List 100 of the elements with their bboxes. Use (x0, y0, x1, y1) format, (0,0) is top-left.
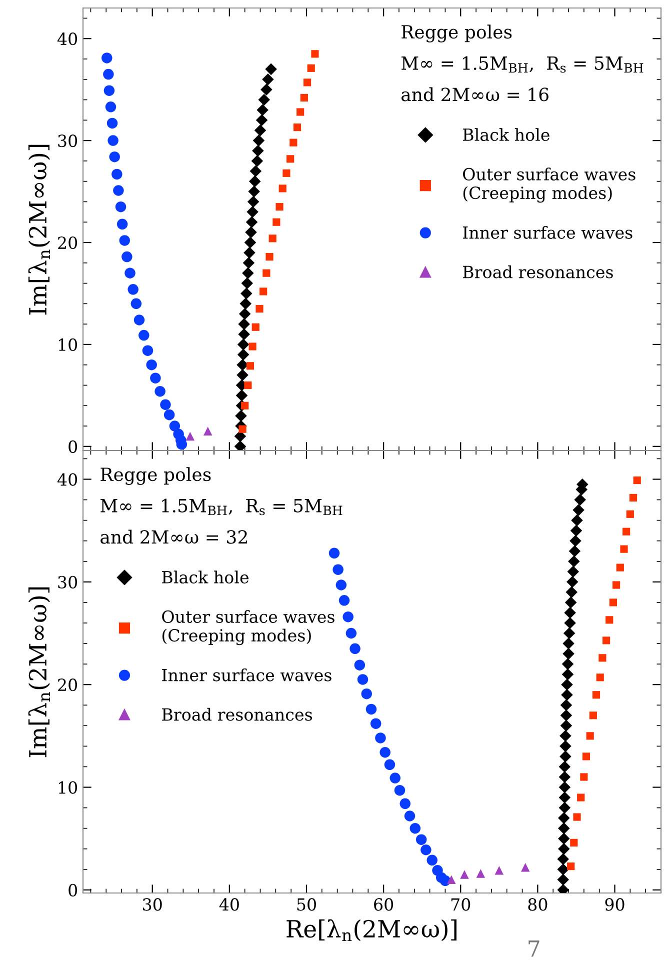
point (244, 381, 252, 390)
point (606, 616, 614, 624)
point (124, 268, 136, 278)
point (384, 759, 396, 770)
point (116, 218, 128, 230)
point (446, 875, 456, 884)
point (572, 504, 584, 516)
point (400, 798, 411, 810)
y-tick-label: 10 (58, 781, 78, 794)
point (577, 794, 585, 802)
point (164, 409, 175, 420)
point (564, 596, 577, 608)
point (626, 510, 634, 518)
point (375, 732, 386, 744)
point (248, 175, 261, 188)
point (246, 216, 258, 228)
point (242, 267, 254, 279)
point (108, 135, 118, 146)
point (592, 691, 600, 699)
point (130, 298, 142, 310)
point (235, 410, 247, 422)
point (250, 165, 262, 178)
y-tick-label: 20 (58, 236, 78, 250)
point (602, 636, 610, 644)
point (361, 688, 372, 700)
point (420, 844, 432, 856)
point (633, 476, 641, 484)
point (582, 752, 590, 760)
point (236, 369, 248, 381)
y-tick-label: 20 (58, 678, 78, 692)
point (460, 870, 469, 879)
point (246, 206, 258, 218)
point (260, 288, 268, 296)
point (596, 674, 604, 682)
point (290, 138, 298, 146)
point (254, 124, 266, 136)
point (154, 386, 166, 397)
point (245, 226, 257, 238)
point (620, 545, 628, 553)
point (570, 534, 582, 547)
point (589, 712, 597, 720)
point (557, 853, 570, 866)
point (142, 345, 154, 356)
x-tick-label: 40 (219, 898, 239, 911)
y-tick-label: 40 (57, 473, 78, 486)
point (268, 234, 276, 242)
point (146, 359, 157, 370)
point (240, 298, 252, 310)
point (616, 564, 624, 572)
point (564, 617, 576, 629)
point (248, 186, 260, 198)
point (244, 236, 256, 248)
point (570, 524, 582, 536)
point (558, 822, 570, 834)
point (102, 52, 112, 64)
y-tick-label: 0 (68, 884, 78, 896)
x-axis-title: Re[λ$_{n}$(2M∞ω)] (286, 919, 456, 942)
point (560, 750, 572, 762)
point (244, 246, 256, 259)
point (236, 390, 248, 402)
legend-title: Regge poles (402, 24, 512, 42)
point (357, 674, 368, 685)
point (203, 426, 212, 436)
point (562, 638, 574, 650)
point (567, 566, 580, 578)
point (266, 252, 274, 261)
point (520, 862, 530, 872)
point (558, 812, 570, 824)
point (567, 862, 575, 870)
point (240, 288, 252, 300)
point (566, 576, 578, 588)
point (186, 432, 195, 441)
legend-label: Black hole (462, 128, 550, 142)
point (104, 85, 115, 96)
point (622, 528, 630, 536)
point (272, 218, 280, 226)
point (561, 688, 573, 701)
point (558, 802, 571, 814)
point (282, 169, 290, 177)
point (265, 63, 277, 76)
point (366, 704, 377, 715)
point (256, 104, 268, 116)
point (134, 314, 145, 326)
point (609, 598, 618, 606)
point (328, 548, 340, 559)
point (557, 874, 570, 886)
point (494, 866, 504, 875)
point (252, 323, 260, 331)
annotation: and 2M∞ω = 32 (100, 530, 247, 544)
point (113, 185, 124, 196)
point (564, 606, 576, 619)
point (119, 235, 130, 246)
point (370, 718, 382, 729)
x-tick-label: 50 (297, 898, 316, 911)
point (558, 792, 571, 804)
point (105, 102, 116, 112)
point (262, 269, 270, 277)
point (251, 155, 264, 167)
point (558, 771, 571, 783)
point (260, 84, 272, 96)
